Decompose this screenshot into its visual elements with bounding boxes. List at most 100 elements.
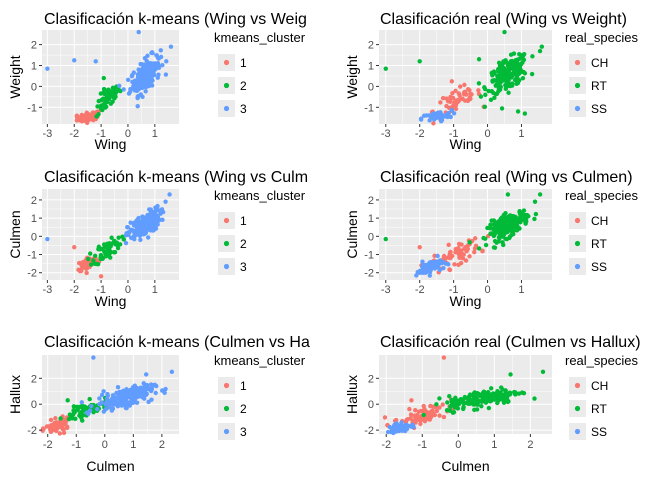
legend-title: real_species (565, 188, 638, 203)
data-point (421, 113, 427, 118)
data-point (102, 97, 107, 103)
data-point (511, 62, 517, 68)
data-point (439, 117, 445, 123)
data-point (483, 92, 488, 98)
data-point (98, 106, 104, 111)
data-point (125, 77, 131, 82)
data-point (427, 410, 432, 415)
data-point (472, 390, 477, 395)
data-point (105, 393, 111, 399)
legend-point-1 (223, 382, 230, 389)
data-point (143, 75, 149, 81)
data-point (449, 397, 455, 403)
x-tick-label: -2 (69, 284, 79, 296)
data-point (117, 83, 122, 89)
data-point (423, 409, 429, 414)
data-point (530, 54, 535, 59)
data-point (448, 114, 453, 120)
legend-label: SS (591, 260, 607, 274)
data-point (497, 390, 503, 395)
x-axis-label: Culmen (441, 458, 489, 474)
data-point (466, 394, 472, 399)
data-point (160, 62, 165, 68)
x-tick-label: -1 (96, 128, 106, 140)
data-point (483, 242, 489, 248)
chart-title: Clasificación k-means (Wing vs Culm (44, 169, 308, 186)
data-point (167, 192, 172, 197)
data-point (101, 86, 107, 92)
data-point (163, 72, 169, 77)
y-tick-label: -1 (27, 102, 37, 114)
data-point (537, 48, 543, 54)
data-point (125, 224, 130, 230)
data-point (159, 207, 165, 212)
data-point (497, 236, 502, 241)
data-point (146, 399, 151, 405)
data-point (94, 406, 100, 412)
data-point (444, 96, 449, 101)
data-point (447, 267, 452, 272)
data-point (138, 221, 143, 226)
data-point (500, 240, 505, 245)
data-point (497, 85, 502, 91)
data-point (96, 98, 101, 104)
data-point (155, 62, 160, 67)
data-point (140, 77, 145, 83)
data-point (450, 95, 456, 101)
data-point (113, 402, 118, 407)
data-point (514, 81, 519, 87)
data-point (113, 91, 118, 97)
y-tick-label: 0 (368, 399, 374, 411)
data-point (446, 242, 451, 248)
data-point (108, 255, 113, 260)
data-point (453, 88, 458, 94)
data-point (169, 369, 175, 375)
data-point (451, 410, 457, 415)
data-point (120, 397, 125, 402)
data-point (153, 390, 158, 396)
y-tick-label: 1 (31, 213, 37, 225)
x-tick-label: 0 (102, 439, 108, 451)
legend-label: 3 (240, 102, 247, 116)
legend-point-2 (223, 240, 230, 247)
data-point (456, 262, 461, 268)
data-point (152, 224, 157, 230)
data-point (57, 431, 63, 436)
data-point (439, 260, 444, 266)
x-tick-label: 1 (152, 284, 158, 296)
data-point (505, 192, 511, 197)
data-point (479, 403, 484, 409)
x-tick-label: 1 (518, 284, 524, 296)
legend-label: SS (591, 102, 607, 116)
legend-title: real_species (565, 353, 638, 368)
data-point (503, 390, 509, 396)
data-point (124, 387, 129, 392)
data-point (109, 235, 114, 240)
data-point (382, 415, 388, 420)
data-point (132, 396, 138, 402)
y-axis-label: Hallux (7, 375, 23, 414)
data-point (82, 113, 88, 118)
data-point (91, 258, 96, 263)
data-point (135, 74, 141, 80)
data-point (494, 240, 499, 245)
data-point (447, 408, 453, 413)
data-point (442, 114, 448, 119)
data-point (145, 53, 150, 59)
data-point (537, 192, 543, 197)
data-point (496, 60, 502, 66)
data-point (434, 113, 440, 119)
data-point (95, 104, 100, 109)
data-point (158, 48, 163, 53)
legend-point-3 (574, 105, 581, 112)
data-point (539, 44, 545, 49)
data-point (391, 430, 396, 436)
data-point (117, 401, 122, 406)
data-point (434, 408, 440, 414)
data-point (143, 227, 148, 233)
x-axis-label: Wing (450, 293, 482, 309)
x-tick-label: -3 (42, 128, 52, 140)
data-point (86, 117, 92, 123)
data-point (505, 76, 511, 82)
data-point (447, 98, 453, 103)
